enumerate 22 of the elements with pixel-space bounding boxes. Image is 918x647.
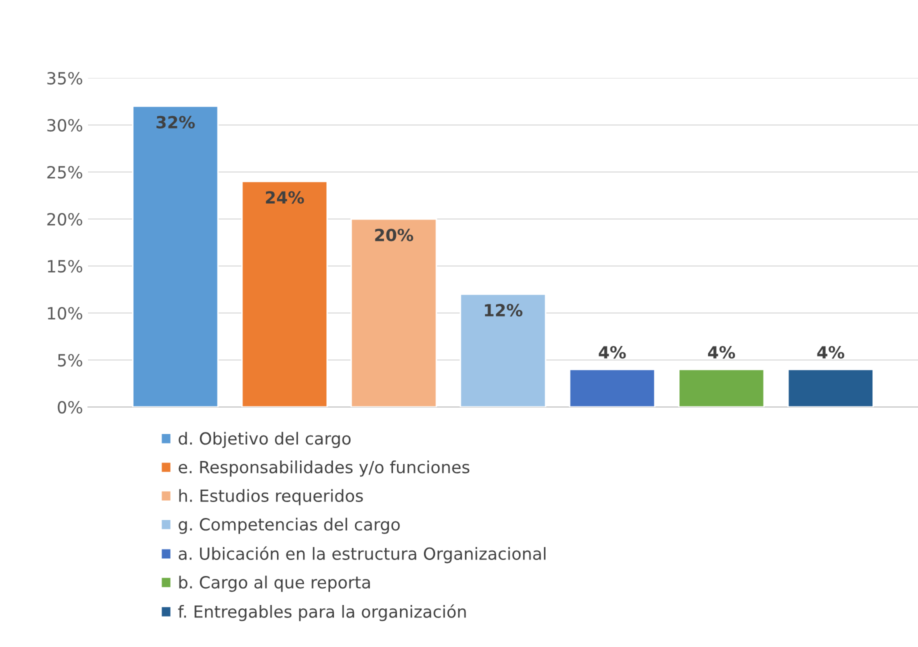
y-tick-label: 15% [48, 260, 82, 273]
data-label: 32% [156, 116, 195, 128]
legend-label: d. Objetivo del cargo [178, 432, 351, 448]
y-tick-label: 25% [47, 166, 82, 179]
data-label: 20% [375, 228, 414, 242]
legend-label: f. Entregables para la organización [178, 604, 466, 622]
data-label: 4% [598, 346, 626, 359]
legend-label: h. Estudios requeridos [179, 489, 363, 506]
data-label: 12% [484, 304, 522, 316]
legend-label: a. Ubicación en la estructura Organizacional [178, 546, 546, 564]
y-tick-label: 10% [48, 306, 82, 320]
y-tick-label: 5% [58, 354, 82, 367]
legend-label: e. Responsabilidades y/o funciones [178, 460, 470, 477]
legend-label: g. Competencias del cargo [178, 518, 400, 534]
y-tick-label: 35% [47, 72, 82, 85]
y-tick-label: 0% [58, 400, 82, 414]
data-label: 4% [817, 346, 844, 359]
y-tick-label: 30% [47, 118, 82, 132]
data-label: 4% [708, 346, 736, 359]
y-tick-label: 20% [47, 212, 82, 226]
data-label: 24% [266, 191, 304, 204]
legend-label: b. Cargo al que reporta [179, 576, 370, 592]
